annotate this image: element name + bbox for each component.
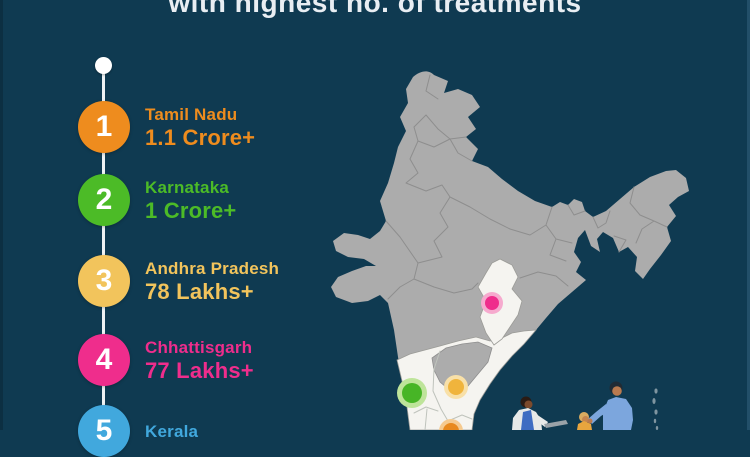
left-edge-shade (0, 0, 3, 430)
state-value: 1 Crore+ (145, 197, 237, 223)
person-right-arm (588, 404, 611, 424)
rank-number: 4 (95, 343, 113, 376)
rank-number: 3 (95, 264, 113, 297)
state-name: Tamil Nadu (145, 104, 238, 124)
india-map (331, 71, 689, 430)
table-object (544, 420, 568, 428)
rank-badge-4: 4 (78, 334, 130, 386)
andaman-islands (652, 388, 659, 430)
person-right-hand (587, 418, 593, 424)
person-left-shirt (521, 410, 534, 430)
ranking-item-chhattisgarh: 4 Chhattisgarh 77 Lakhs+ (78, 334, 254, 386)
map-marker-tamil-nadu (443, 423, 459, 430)
state-value: 78 Lakhs+ (145, 278, 254, 304)
india-outline (331, 71, 689, 430)
ranking-item-kerala: 5 Kerala (78, 405, 198, 457)
person-left-arm (534, 414, 548, 427)
person-left-face (524, 400, 533, 409)
state-name: Chhattisgarh (145, 337, 253, 357)
ranking-item-tamil-nadu: 1 Tamil Nadu 1.1 Crore+ (78, 101, 255, 153)
state-name: Kerala (145, 421, 199, 441)
person-right-body (603, 397, 633, 430)
right-edge-shade (747, 0, 750, 430)
rank-number: 1 (95, 110, 113, 143)
page-title: with highest no. of treatments (168, 0, 582, 18)
ranking-item-andhra-pradesh: 3 Andhra Pradesh 78 Lakhs+ (78, 255, 279, 307)
state-borders-highlighted (413, 350, 473, 430)
map-marker-karnataka (402, 383, 422, 403)
rank-number: 2 (95, 183, 113, 216)
person-right-face (612, 386, 622, 396)
rank-badge-2: 2 (78, 174, 130, 226)
state-value: 77 Lakhs+ (145, 357, 254, 383)
ranking-item-karnataka: 2 Karnataka 1 Crore+ (78, 174, 236, 226)
rank-badge-1: 1 (78, 101, 130, 153)
rank-number: 5 (95, 414, 113, 447)
state-name: Andhra Pradesh (145, 258, 280, 278)
child-body (577, 421, 592, 430)
timeline-start-dot (95, 57, 112, 74)
state-borders (385, 74, 668, 300)
map-marker-chhattisgarh (485, 296, 499, 310)
people-illustration (512, 381, 633, 430)
state-value: 1.1 Crore+ (145, 124, 256, 150)
map-markers (397, 292, 503, 430)
rank-badge-5: 5 (78, 405, 130, 457)
timeline-line (102, 70, 105, 430)
state-name: Karnataka (145, 177, 230, 197)
rank-badge-3: 3 (78, 255, 130, 307)
map-marker-andhra-pradesh (448, 379, 464, 395)
